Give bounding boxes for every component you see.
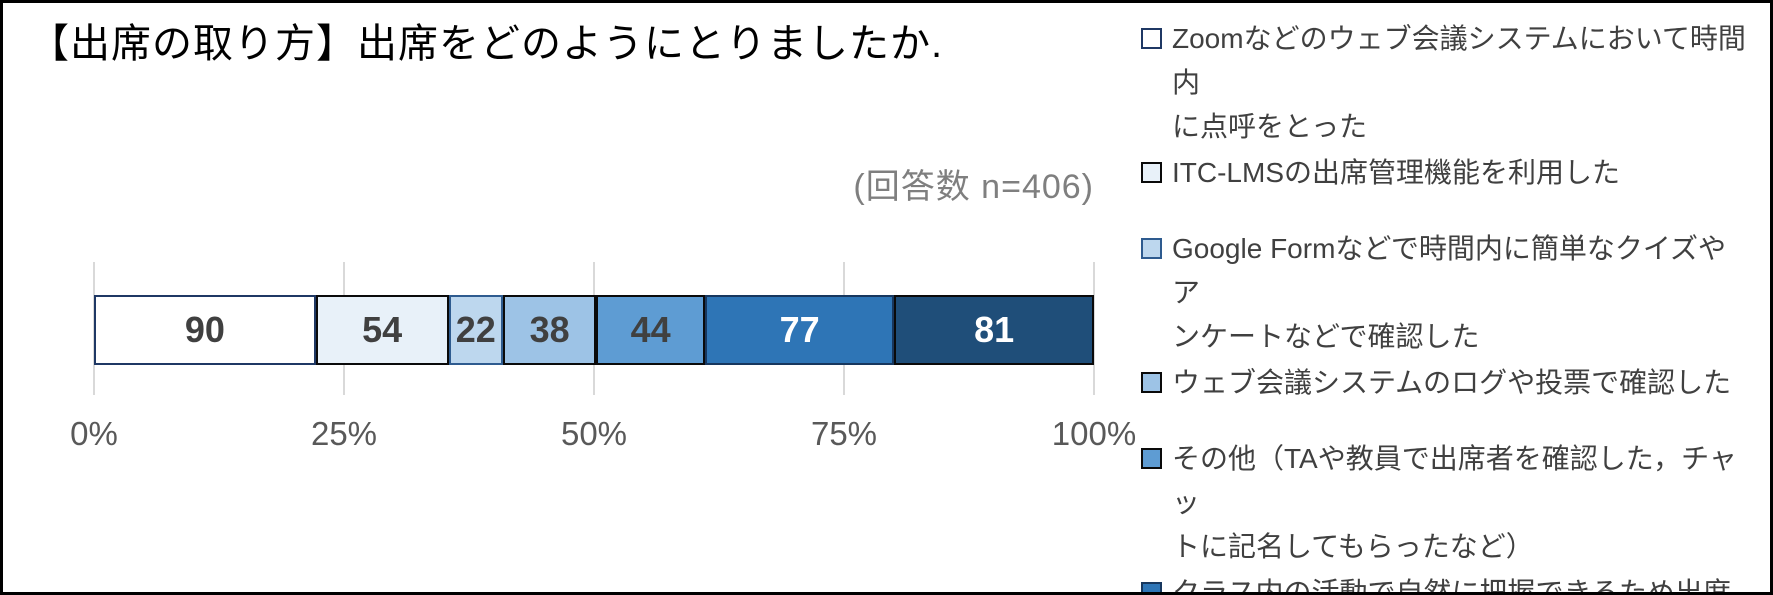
legend-label: Google Formなどで時間内に簡単なクイズやア ンケートなどで確認した (1172, 233, 1726, 352)
legend: Zoomなどのウェブ会議システムにおいて時間内 に点呼をとった ITC-LMSの出… (1141, 17, 1753, 595)
bar-segment: 44 (596, 295, 705, 365)
stacked-bar: 90 54 22 38 44 77 81 (94, 295, 1094, 365)
legend-label: ウェブ会議システムのログや投票で確認した (1172, 367, 1732, 398)
bar-segment: 38 (502, 295, 597, 365)
gridline (1093, 262, 1095, 395)
x-axis-tick-label: 100% (1051, 415, 1137, 452)
bar-segment-value: 38 (529, 309, 570, 350)
bar-segment-value: 81 (974, 309, 1015, 350)
legend-label: その他（TAや教員で出席者を確認した，チャッ トに記名してもらったなど） (1172, 443, 1737, 562)
bar-segment: 81 (894, 295, 1094, 365)
x-axis-tick-label: 75% (810, 415, 878, 452)
x-axis-tick-label: 50% (560, 415, 628, 452)
bar-segment-value: 77 (779, 309, 820, 350)
x-axis-tick-label: 0% (70, 415, 118, 452)
legend-label: Zoomなどのウェブ会議システムにおいて時間内 に点呼をとった (1172, 23, 1746, 142)
legend-item: ITC-LMSの出席管理機能を利用した (1141, 151, 1753, 195)
response-count-note: (回答数 n=406) (853, 168, 1094, 206)
legend-swatch (1141, 372, 1162, 393)
legend-swatch (1141, 28, 1162, 49)
bar-segment-value: 22 (455, 309, 496, 350)
legend-swatch (1141, 238, 1162, 259)
x-axis-tick-label: 25% (310, 415, 378, 452)
bar-segment-value: 54 (362, 309, 403, 350)
legend-item: クラス内の活動で自然に把握できるため出席を とらなかった (1141, 571, 1753, 595)
x-axis: 0% 25% 50% 75% 100% (70, 415, 1136, 457)
legend-item: Google Formなどで時間内に簡単なクイズやア ンケートなどで確認した (1141, 227, 1753, 359)
bar-segment: 77 (704, 295, 895, 365)
bar-segment: 22 (448, 295, 503, 365)
legend-swatch (1141, 448, 1162, 469)
legend-label: クラス内の活動で自然に把握できるため出席を とらなかった (1172, 577, 1731, 595)
bar-segment-value: 44 (630, 309, 671, 350)
bar-segment: 54 (315, 295, 449, 365)
legend-item: ウェブ会議システムのログや投票で確認した (1141, 361, 1753, 405)
legend-swatch (1141, 162, 1162, 183)
chart-title: 【出席の取り方】出席をどのようにとりましたか. (29, 22, 944, 66)
legend-label: ITC-LMSの出席管理機能を利用した (1172, 157, 1621, 188)
legend-item: Zoomなどのウェブ会議システムにおいて時間内 に点呼をとった (1141, 17, 1753, 149)
legend-swatch (1141, 582, 1162, 592)
bar-segment: 90 (94, 295, 316, 365)
legend-item: その他（TAや教員で出席者を確認した，チャッ トに記名してもらったなど） (1141, 437, 1753, 569)
bar-segment-value: 90 (184, 309, 225, 350)
